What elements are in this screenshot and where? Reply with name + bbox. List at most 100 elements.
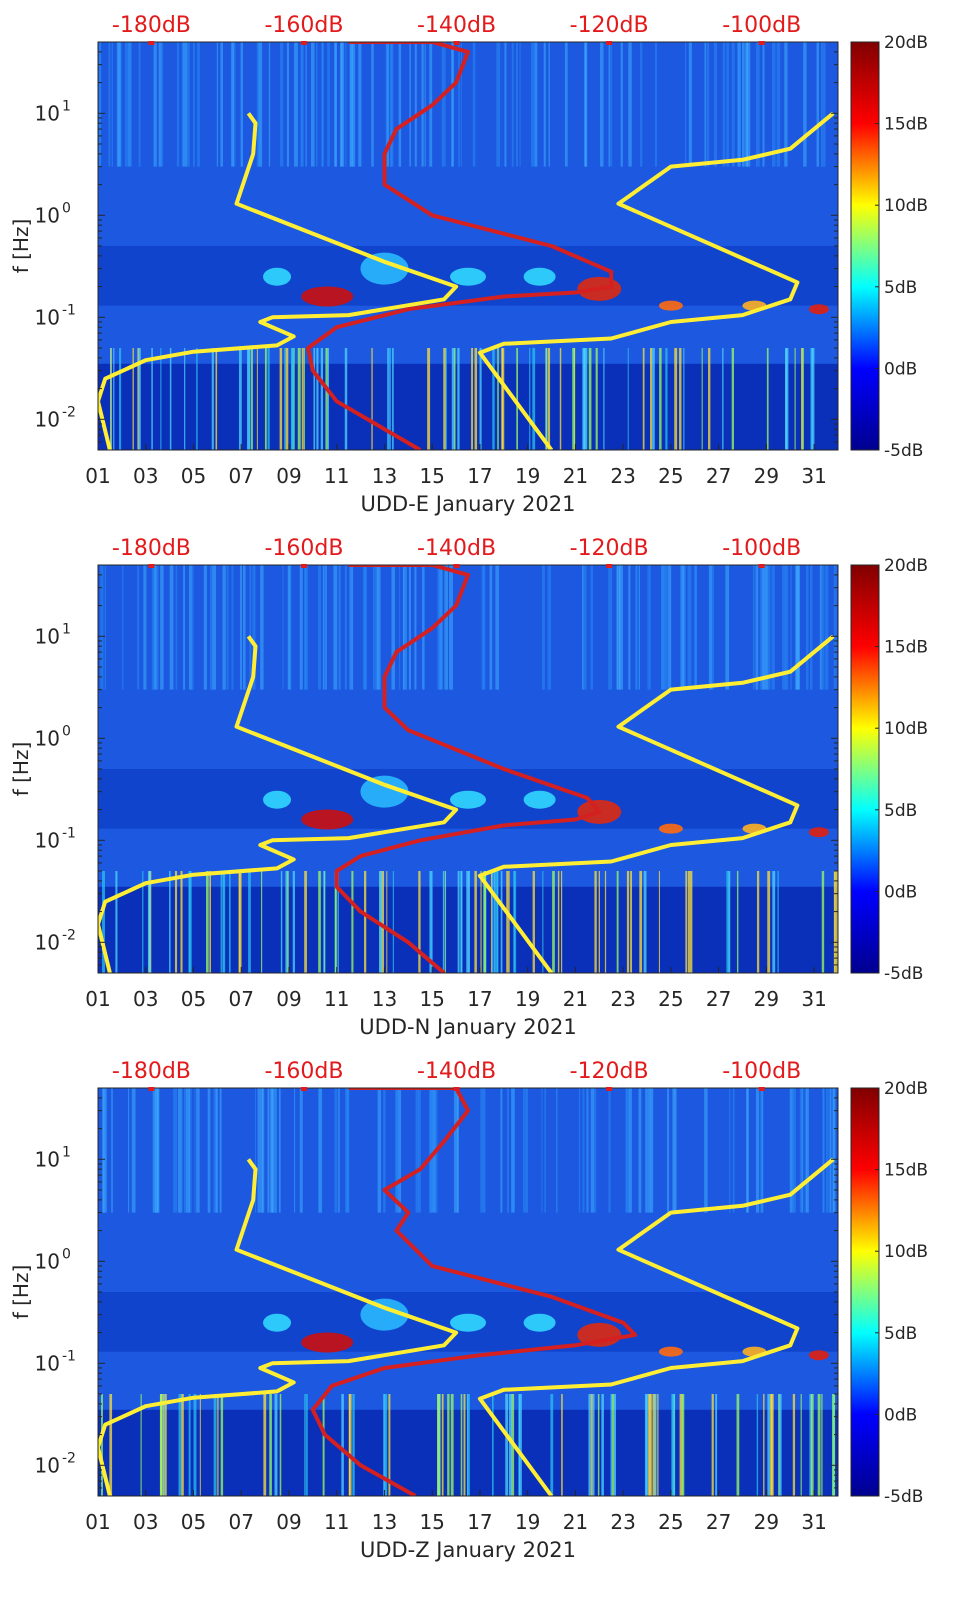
heatmap-streak: [143, 565, 147, 690]
heatmap-streak: [349, 565, 351, 690]
heatmap-streak: [387, 348, 389, 450]
heatmap-streak: [820, 565, 825, 690]
heatmap-streak: [203, 565, 207, 690]
heatmap-streak: [431, 871, 433, 973]
heatmap-streak: [294, 1088, 296, 1213]
heatmap-streak: [387, 42, 389, 167]
heatmap-streak: [526, 1088, 528, 1213]
x-tick-label: 15: [419, 987, 444, 1011]
heatmap-streak: [483, 1088, 486, 1213]
heatmap-streak: [822, 1088, 825, 1213]
heatmap-streak: [439, 565, 443, 690]
db-axis-label: -180dB: [112, 536, 191, 561]
heatmap-streak: [762, 42, 765, 167]
heatmap-streak: [616, 565, 621, 690]
heatmap-streak: [282, 565, 284, 690]
heatmap-streak: [169, 871, 171, 973]
colorbar-label: 0dB: [884, 1405, 917, 1425]
colorbar-label: 0dB: [884, 882, 917, 902]
heatmap-streak: [534, 42, 538, 167]
heatmap-streak: [301, 42, 304, 167]
x-tick-label: 05: [181, 464, 206, 488]
yellow-noise-model-line: [98, 112, 459, 450]
heatmap-streak: [248, 348, 251, 450]
heatmap-streak: [628, 1088, 632, 1213]
heatmap-streak: [635, 565, 638, 690]
db-axis-label: -180dB: [112, 13, 191, 38]
heatmap-streak: [799, 1088, 802, 1213]
heatmap-streak: [832, 1394, 836, 1496]
y-tick-exponent: 1: [62, 98, 71, 114]
heatmap-streak: [153, 42, 157, 167]
heatmap-blob: [263, 1313, 292, 1332]
colorbar-label: 20dB: [884, 33, 928, 53]
heatmap-streak: [445, 348, 447, 450]
heatmap-streak: [821, 871, 825, 973]
db-axis-label: -140dB: [417, 536, 496, 561]
heatmap-streak: [594, 871, 597, 973]
colorbar-label: 10dB: [884, 196, 928, 216]
heatmap-streak: [638, 1088, 640, 1213]
heatmap-streak: [506, 871, 509, 973]
heatmap-streak: [790, 565, 792, 690]
heatmap-streak: [337, 871, 339, 973]
heatmap-streak: [516, 348, 519, 450]
heatmap-streak: [492, 348, 495, 450]
y-tick-exponent: 1: [62, 1144, 71, 1160]
db-axis-marker: [148, 41, 155, 45]
heatmap-streak: [725, 565, 730, 690]
x-tick-label: 13: [372, 987, 397, 1011]
heatmap-streak: [543, 42, 546, 167]
heatmap-streak: [427, 348, 431, 450]
heatmap-streak: [511, 42, 514, 167]
heatmap-streak: [111, 42, 114, 167]
heatmap-streak: [163, 1394, 165, 1496]
heatmap-streak: [154, 565, 156, 690]
chart-title-udd-z: UDD-Z January 2021: [359, 1538, 577, 1562]
heatmap-streak: [489, 565, 493, 690]
heatmap-streak: [766, 348, 769, 450]
db-axis-marker: [606, 1087, 613, 1091]
heatmap-streak: [267, 348, 270, 450]
heatmap-streak: [156, 1088, 159, 1213]
heatmap-streak: [294, 42, 298, 167]
x-tick-label: 11: [324, 1510, 349, 1534]
heatmap-streak: [184, 348, 186, 450]
heatmap-streak: [257, 1088, 260, 1213]
heatmap-streak: [584, 42, 587, 167]
heatmap-streak: [809, 565, 813, 690]
heatmap-streak: [161, 42, 164, 167]
heatmap-streak: [451, 348, 455, 450]
heatmap-streak: [834, 871, 838, 973]
heatmap-streak: [240, 565, 243, 690]
heatmap-blob: [301, 1332, 354, 1353]
heatmap-streak: [752, 565, 755, 690]
heatmap-streak: [288, 565, 291, 690]
heatmap-streak: [122, 565, 124, 690]
heatmap-streak: [557, 871, 560, 973]
heatmap-streak: [220, 42, 224, 167]
heatmap-streak: [784, 42, 788, 167]
heatmap-streak: [138, 42, 141, 167]
heatmap-streak: [176, 42, 180, 167]
colorbar: [850, 564, 880, 974]
heatmap-streak: [800, 1394, 802, 1496]
heatmap-blob: [301, 809, 354, 830]
heatmap-streak: [496, 42, 501, 167]
heatmap-streak: [383, 1394, 386, 1496]
x-tick-label: 27: [706, 987, 731, 1011]
heatmap-streak: [550, 1394, 554, 1496]
heatmap-streak: [802, 348, 804, 450]
heatmap-streak: [151, 565, 155, 690]
x-tick-label: 21: [563, 987, 588, 1011]
heatmap-streak: [174, 871, 178, 973]
heatmap-streak: [746, 42, 751, 167]
heatmap-streak: [620, 42, 623, 167]
db-axis-marker: [148, 564, 155, 568]
heatmap-streak: [766, 565, 771, 690]
heatmap-streak: [726, 871, 730, 973]
heatmap-streak: [269, 1394, 272, 1496]
x-tick-label: 03: [133, 1510, 158, 1534]
heatmap-streak: [450, 1394, 454, 1496]
heatmap-blob: [301, 286, 354, 307]
